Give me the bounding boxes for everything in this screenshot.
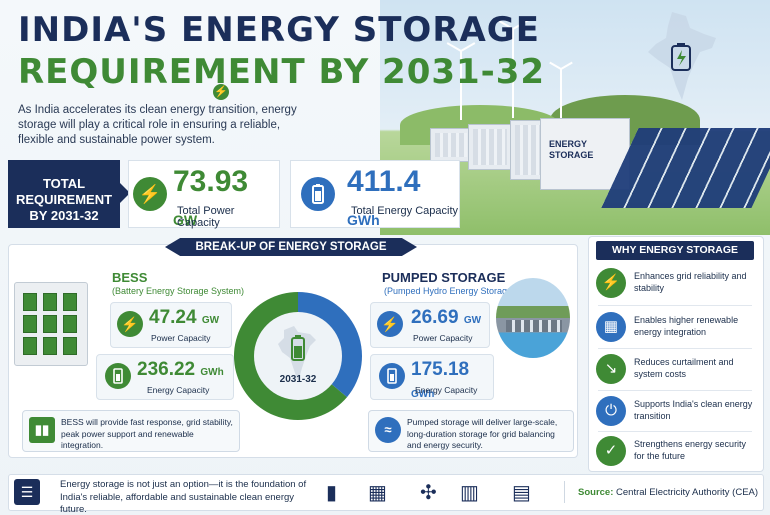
solar-panel-icon: ▦ (596, 312, 626, 342)
dam-icon: ▤ (512, 482, 531, 504)
battery-icon: ▮ (326, 482, 338, 504)
why-item-text: Strengthens energy security for the futu… (634, 439, 747, 461)
bess-note: ▮▮ BESS will provide fast response, grid… (22, 410, 240, 452)
breakup-title: BREAK-UP OF ENERGY STORAGE REQUIREMENT (165, 238, 417, 256)
chart-up-icon: ▮▮ (29, 417, 55, 443)
footer-message: Energy storage is not just an option—it … (60, 479, 307, 515)
breakup-donut-chart: 2031-32 (234, 292, 362, 420)
storage-container (430, 128, 472, 162)
lightning-bolt-icon: ⚡ (133, 177, 167, 211)
lightning-bolt-icon: ⚡ (377, 311, 403, 337)
india-map-icon (648, 12, 716, 100)
total-energy-label: Total Energy Capacity (351, 205, 458, 217)
bess-energy-value: 236.22 GWh (137, 359, 224, 380)
storage-container (468, 124, 512, 170)
donut-center-label: 2031-32 (280, 374, 317, 385)
total-requirement-label: TOTAL REQUIREMENT BY 2031-32 (8, 160, 130, 228)
why-item: ⚡ Enhances grid reliability and stabilit… (594, 266, 756, 302)
storage-container-icon: ▥ (460, 482, 479, 504)
plug-icon: ⏻ (596, 396, 626, 426)
pumped-title: PUMPED STORAGE (382, 270, 506, 285)
pumped-power-card: ⚡ 26.69 GW Power Capacity (370, 302, 490, 348)
total-power-value: 73.93 GW (173, 165, 249, 228)
shield-check-icon: ✓ (596, 436, 626, 466)
hydro-dam-illustration (496, 278, 570, 358)
bess-power-label: Power Capacity (151, 333, 211, 343)
page-title-line1: INDIA'S ENERGY STORAGE (18, 10, 540, 50)
total-power-label: Total Power Capacity (177, 205, 235, 229)
why-item-text: Enhances grid reliability and stability (634, 271, 747, 293)
page-title-line2: REQUIREMENT BY 2031-32 (18, 52, 546, 92)
battery-icon (301, 177, 335, 211)
pumped-subtitle: (Pumped Hydro Energy Storage) (384, 286, 516, 296)
bess-energy-label: Energy Capacity (147, 385, 210, 395)
battery-icon (379, 363, 405, 389)
bess-power-card: ⚡ 47.24 GW Power Capacity (110, 302, 232, 348)
bess-energy-card: 236.22 GWh Energy Capacity (96, 354, 234, 400)
total-energy-card: 411.4 GWh Total Energy Capacity (290, 160, 460, 228)
pumped-energy-label: Energy Capacity (415, 385, 478, 395)
pumped-energy-card: 175.18 GWh Energy Capacity (370, 354, 494, 400)
total-label-line2: REQUIREMENT (15, 192, 113, 207)
source-credit: Source: Central Electricity Authority (C… (578, 487, 759, 498)
container-label: STORAGE (549, 150, 594, 160)
transmission-tower-icon: ⚡ (596, 268, 626, 298)
total-power-card: ⚡ 73.93 GW Total Power Capacity (128, 160, 280, 229)
pumped-power-value: 26.69 GW (411, 307, 482, 328)
why-item-text: Reduces curtailment and system costs (634, 357, 734, 379)
why-item: ↘ Reduces curtailment and system costs (594, 352, 756, 388)
total-energy-value: 411.4 GWh (347, 165, 421, 228)
why-item: ✓ Strengthens energy security for the fu… (594, 434, 756, 470)
battery-rack-illustration (14, 282, 88, 366)
bess-title: BESS (112, 270, 148, 285)
container-label: ENERGY (549, 139, 588, 149)
battery-icon (105, 363, 131, 389)
water-waves-icon: ≈ (375, 417, 401, 443)
why-storage-title: WHY ENERGY STORAGE MATTERS (596, 241, 754, 275)
footer-bar (8, 474, 764, 511)
chart-down-icon: ↘ (596, 354, 626, 384)
wind-turbine (560, 68, 562, 120)
lightning-bolt-icon: ⚡ (117, 311, 143, 337)
total-label-line3: BY 2031-32 (29, 208, 99, 223)
wind-turbine-icon: ✣ (420, 482, 437, 504)
bess-subtitle: (Battery Energy Storage System) (112, 286, 245, 296)
wind-turbine (460, 50, 462, 120)
pumped-power-label: Power Capacity (413, 333, 473, 343)
pumped-note: ≈ Pumped storage will deliver large-scal… (368, 410, 574, 452)
why-item: ⏻ Supports India's clean energy transiti… (594, 394, 756, 430)
pumped-note-text: Pumped storage will deliver large-scale,… (407, 417, 558, 450)
intro-paragraph: As India accelerates its clean energy tr… (18, 104, 297, 146)
wind-turbine (512, 28, 514, 118)
document-icon: ☰ (14, 479, 40, 505)
solar-panel-icon: ▦ (368, 482, 387, 504)
bess-power-value: 47.24 GW (149, 307, 220, 328)
total-label-line1: TOTAL (42, 176, 86, 191)
pumped-energy-value: 175.18 GWh (411, 359, 470, 400)
why-item-text: Supports India's clean energy transition (634, 399, 753, 421)
why-item-text: Enables higher renewable energy integrat… (634, 315, 739, 337)
lightning-bolt-icon: ⚡ (213, 84, 229, 100)
bess-note-text: BESS will provide fast response, grid st… (61, 417, 233, 450)
why-item: ▦ Enables higher renewable energy integr… (594, 310, 756, 346)
